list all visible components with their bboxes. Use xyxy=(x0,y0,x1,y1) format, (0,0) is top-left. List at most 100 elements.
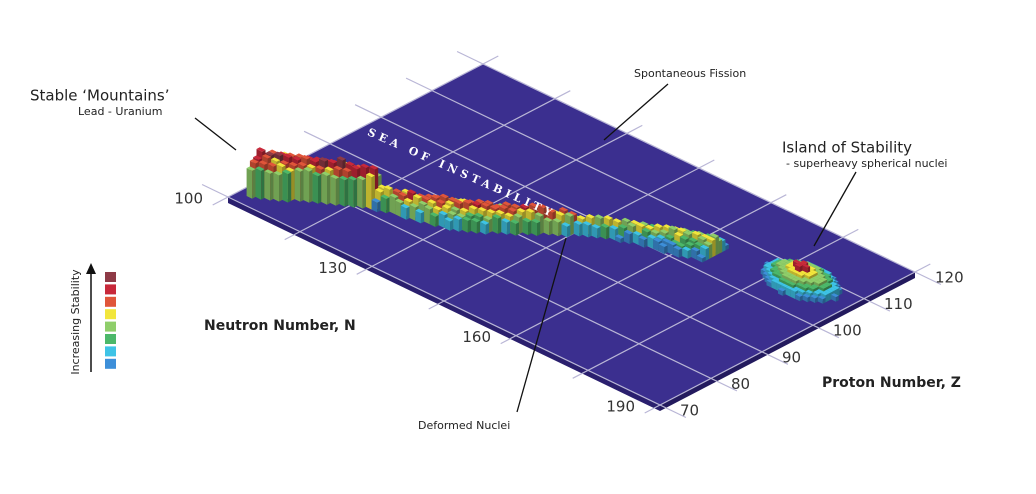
block-top xyxy=(636,222,646,227)
block-front xyxy=(389,195,396,215)
block-front xyxy=(647,236,654,249)
block-top xyxy=(703,241,713,246)
pointer xyxy=(813,171,857,247)
neutron-tick-label: 100 xyxy=(174,190,203,208)
block-top xyxy=(462,216,472,221)
block-side xyxy=(540,214,544,235)
block-top xyxy=(265,151,275,156)
block-front xyxy=(294,169,301,202)
block-top xyxy=(285,167,295,172)
block-top xyxy=(264,169,274,174)
block-top xyxy=(775,261,784,266)
block-side xyxy=(718,239,723,254)
annotation-title: Stable ‘Mountains’ xyxy=(30,87,170,105)
block-side xyxy=(261,169,265,200)
block-side xyxy=(782,289,786,296)
nuclide-block xyxy=(682,246,692,259)
block-side xyxy=(270,172,274,201)
block-side xyxy=(279,173,283,202)
annotation-title: Island of Stability xyxy=(782,139,912,157)
block-top xyxy=(778,260,787,264)
block-top xyxy=(301,155,311,160)
block-top xyxy=(513,213,523,218)
nuclide-block xyxy=(552,218,562,237)
block-side xyxy=(406,206,410,220)
block-top xyxy=(811,284,819,288)
block-top xyxy=(339,175,349,181)
block-top xyxy=(448,196,458,202)
proton-tick-label: 90 xyxy=(782,348,801,366)
block-top xyxy=(276,162,286,168)
block-top xyxy=(546,208,556,213)
block-top xyxy=(444,217,454,222)
block-side xyxy=(828,292,832,301)
block-top xyxy=(781,273,790,277)
block-top xyxy=(677,227,687,232)
block-front xyxy=(371,199,378,213)
nuclide-block xyxy=(255,166,265,200)
block-front xyxy=(778,289,783,296)
block-top xyxy=(794,276,802,280)
block-top xyxy=(424,205,434,210)
block-top xyxy=(330,174,340,179)
block-front xyxy=(264,171,271,201)
block-top xyxy=(439,193,449,199)
block-top xyxy=(409,203,419,208)
block-side xyxy=(252,169,256,199)
block-top xyxy=(465,212,475,217)
block-top xyxy=(763,263,772,268)
block-side xyxy=(327,174,331,205)
block-top xyxy=(676,242,686,247)
block-top xyxy=(538,203,547,209)
block-side xyxy=(467,219,472,233)
block-top xyxy=(798,288,806,293)
block-top xyxy=(319,157,328,162)
block-front xyxy=(573,222,580,237)
block-front xyxy=(624,231,630,245)
block-top xyxy=(659,229,669,234)
block-top xyxy=(771,278,779,283)
block-top xyxy=(618,224,628,229)
block-top xyxy=(321,171,331,176)
legend-swatch xyxy=(105,346,116,357)
block-front xyxy=(531,220,537,236)
block-top xyxy=(395,198,404,204)
block-top xyxy=(790,288,798,292)
block-top xyxy=(785,285,794,290)
block-top xyxy=(380,194,390,199)
block-top xyxy=(510,219,520,224)
block-front xyxy=(600,225,607,240)
block-front xyxy=(552,219,559,237)
block-front xyxy=(492,215,498,234)
block-top xyxy=(256,147,266,152)
block-front xyxy=(246,168,253,199)
block-top xyxy=(477,207,487,212)
block-top xyxy=(639,221,649,226)
annotation-subtitle: Lead - Uranium xyxy=(78,105,162,118)
legend-swatch xyxy=(105,334,116,344)
block-top xyxy=(502,201,512,206)
block-top xyxy=(421,195,431,201)
nuclide-block xyxy=(510,219,520,236)
block-front xyxy=(696,255,703,263)
block-top xyxy=(447,210,457,216)
nuclide-block xyxy=(573,220,583,237)
block-top xyxy=(286,152,296,157)
pointer xyxy=(603,83,669,141)
block-top xyxy=(418,200,428,206)
block-top xyxy=(800,260,809,264)
block-top xyxy=(433,205,443,211)
nuclide-block xyxy=(522,217,532,236)
nuclide-block xyxy=(321,171,331,205)
legend-label: Increasing Stability xyxy=(69,269,82,375)
nuclide-block xyxy=(471,217,481,234)
block-top xyxy=(342,167,352,172)
block-top xyxy=(520,203,530,209)
nuclide-block xyxy=(624,229,633,245)
block-top xyxy=(816,289,824,293)
block-side xyxy=(620,237,624,244)
block-top xyxy=(369,165,379,170)
block-top xyxy=(788,281,796,286)
block-top xyxy=(522,217,532,223)
nuclide-block xyxy=(429,212,439,227)
